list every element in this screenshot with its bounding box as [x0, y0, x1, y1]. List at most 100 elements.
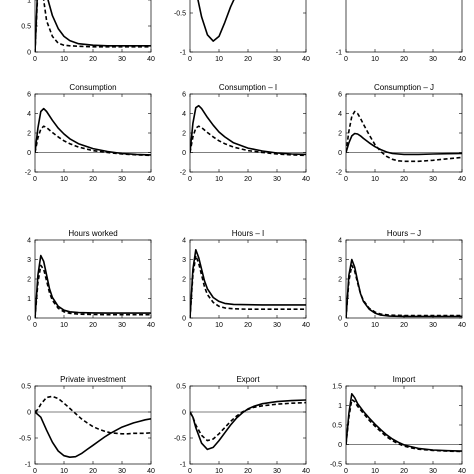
panel-1-x-tick-label: 40: [147, 56, 155, 63]
panel-2-y-tick-label: -1: [180, 50, 186, 57]
panel-9-x-tick-label: 20: [400, 322, 408, 329]
panel-6-x-tick-label: 20: [400, 176, 408, 183]
panel-1-series-dashed: [35, 0, 151, 52]
panel-6-y-tick-label: -2: [336, 170, 342, 177]
panel-7-x-tick-label: 30: [118, 322, 126, 329]
panel-7-series-dashed: [35, 264, 151, 318]
panel-3-x-tick-label: 20: [400, 56, 408, 63]
panel-11-y-tick-label: -0.5: [174, 436, 186, 443]
panel-7-hours-worked: 0 10 20 30 40 0 1 2 3 4 Hours worked: [27, 229, 155, 329]
panel-8-y-tick-label: 2: [182, 277, 186, 284]
panel-5-y-tick-label: 4: [182, 111, 186, 118]
panel-11-frame: [189, 385, 307, 465]
panel-9-y-tick-label: 1: [338, 296, 342, 303]
panel-7-y-tick-label: 4: [27, 238, 31, 245]
panel-1: 0 10 20 30 40 0 0.5 1: [21, 0, 155, 63]
panel-3-x-tick-label: 10: [371, 56, 379, 63]
panel-6-x-tick-label: 30: [429, 176, 437, 183]
panel-12-y-tick-label: -0.5: [330, 462, 342, 469]
panel-10-y-tick-label: -0.5: [19, 436, 31, 443]
panel-5-series-solid: [190, 104, 306, 156]
panel-12-x-tick-label: 10: [371, 468, 379, 474]
panel-4-y-tick-label: 0: [27, 150, 31, 157]
panel-8-y-tick-label: 3: [182, 257, 186, 264]
panel-11-export: 0 10 20 30 40 -1 -0.5 0 0.5 Export: [174, 375, 310, 474]
panel-6-y-tick-label: 6: [338, 92, 342, 99]
panel-5-y-tick-label: 0: [182, 150, 186, 157]
panel-9-y-tick-label: 0: [338, 316, 342, 323]
panel-12-x-tick-label: 30: [429, 468, 437, 474]
panel-12-y-tick-label: 0: [338, 442, 342, 449]
panel-7-y-tick-label: 0: [27, 316, 31, 323]
panel-1-y-tick-label: 0: [27, 50, 31, 57]
panel-4-y-tick-label: 6: [27, 92, 31, 99]
panel-1-y-tick-label: 1: [27, 0, 31, 5]
panel-11-series-solid: [190, 399, 306, 451]
panel-8-series-solid: [190, 249, 306, 318]
panel-10-y-tick-label: 0.5: [21, 384, 31, 391]
panel-10-x-tick-label: 10: [60, 468, 68, 474]
panel-10-x-tick-label: 0: [33, 468, 37, 474]
panel-6-x-tick-label: 10: [371, 176, 379, 183]
panel-7-x-tick-label: 10: [60, 322, 68, 329]
panel-9-x-tick-label: 0: [344, 322, 348, 329]
panel-9-frame: [345, 239, 463, 319]
panel-3-x-tick-label: 40: [458, 56, 466, 63]
panel-9-hours-j: 0 10 20 30 40 0 1 2 3 4 Hours – J: [338, 229, 466, 329]
panel-10-title: Private investment: [60, 375, 127, 384]
panel-2-series-solid: [197, 0, 235, 42]
panel-1-x-tick-label: 0: [33, 56, 37, 63]
panel-10-y-tick-label: 0: [27, 410, 31, 417]
panel-12-x-tick-label: 20: [400, 468, 408, 474]
panel-4-title: Consumption: [69, 83, 116, 92]
panel-8-title: Hours – I: [232, 229, 264, 238]
panel-7-x-tick-label: 20: [89, 322, 97, 329]
panel-6-y-tick-label: 0: [338, 150, 342, 157]
panel-8-x-tick-label: 0: [188, 322, 192, 329]
panel-8-x-tick-label: 40: [302, 322, 310, 329]
panel-8-x-tick-label: 20: [244, 322, 252, 329]
panel-2-x-tick-label: 40: [302, 56, 310, 63]
panel-3-x-tick-label: 30: [429, 56, 437, 63]
panel-12-title: Import: [393, 375, 416, 384]
panel-7-y-tick-label: 3: [27, 257, 31, 264]
panel-2-x-tick-label: 20: [244, 56, 252, 63]
panel-10-x-tick-label: 20: [89, 468, 97, 474]
panel-11-x-tick-label: 30: [273, 468, 281, 474]
panel-3-x-tick-label: 0: [344, 56, 348, 63]
panel-7-y-tick-label: 1: [27, 296, 31, 303]
panel-10-x-tick-label: 30: [118, 468, 126, 474]
panel-12-x-tick-label: 0: [344, 468, 348, 474]
panel-2-x-tick-label: 30: [273, 56, 281, 63]
panel-9-title: Hours – J: [387, 229, 421, 238]
panel-5-x-tick-label: 10: [215, 176, 223, 183]
panel-12-series-solid: [346, 393, 462, 452]
panel-8-x-tick-label: 30: [273, 322, 281, 329]
panel-11-y-tick-label: 0.5: [176, 384, 186, 391]
panel-6-frame: [345, 93, 463, 173]
panel-2-y-tick-label: -0.5: [174, 11, 186, 18]
panel-5-x-tick-label: 30: [273, 176, 281, 183]
panel-10-private-investment: 0 10 20 30 40 -1 -0.5 0 0.5 Private investment: [19, 375, 155, 474]
panel-5-x-tick-label: 20: [244, 176, 252, 183]
panel-2-x-tick-label: 0: [188, 56, 192, 63]
panel-2: 0 10 20 30 40 -1 -0.5: [174, 0, 310, 63]
panel-8-y-tick-label: 0: [182, 316, 186, 323]
panel-3-y-tick-label: -1: [336, 50, 342, 57]
panel-3-frame: [345, 0, 463, 53]
panel-8-y-tick-label: 4: [182, 238, 186, 245]
panel-5-y-tick-label: 6: [182, 92, 186, 99]
panel-11-y-tick-label: 0: [182, 410, 186, 417]
panel-11-title: Export: [236, 375, 260, 384]
panel-2-x-tick-label: 10: [215, 56, 223, 63]
panel-9-series-solid: [346, 258, 462, 318]
panel-5-x-tick-label: 0: [188, 176, 192, 183]
panel-11-x-tick-label: 40: [302, 468, 310, 474]
panel-1-x-tick-label: 20: [89, 56, 97, 63]
panel-9-x-tick-label: 30: [429, 322, 437, 329]
panel-9-x-tick-label: 10: [371, 322, 379, 329]
